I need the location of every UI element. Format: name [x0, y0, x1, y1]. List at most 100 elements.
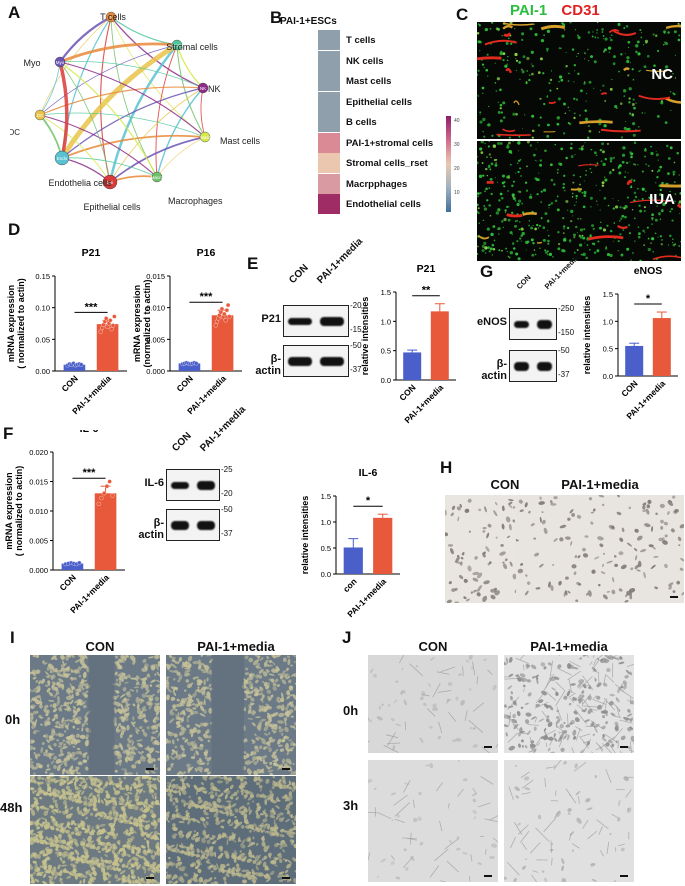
cell	[124, 793, 129, 796]
cell	[245, 869, 250, 874]
if-dot	[540, 39, 545, 43]
cell	[264, 723, 268, 725]
cell	[108, 822, 115, 828]
cell	[234, 840, 237, 843]
cell	[36, 805, 40, 813]
y-tick-label: 0.010	[29, 507, 48, 516]
cell	[80, 702, 83, 706]
scale-bar	[282, 768, 290, 770]
cell	[142, 831, 147, 836]
cell	[75, 766, 80, 770]
tube-segment	[472, 661, 476, 676]
cell	[203, 679, 206, 686]
cell	[55, 846, 59, 851]
cell	[150, 736, 157, 740]
if-dot	[534, 227, 537, 231]
cell	[267, 732, 271, 735]
cell	[44, 684, 49, 687]
cell	[157, 757, 160, 761]
cell	[205, 853, 209, 860]
if-dot	[643, 210, 646, 213]
cell	[138, 726, 143, 729]
cell	[130, 875, 136, 880]
cell	[54, 802, 59, 809]
network-edge	[39, 112, 206, 138]
cell	[272, 776, 276, 779]
tube-segment	[544, 777, 547, 788]
cell	[85, 843, 90, 848]
cell	[69, 798, 73, 801]
cell	[472, 744, 478, 748]
tube-segment	[600, 850, 605, 857]
cell	[200, 849, 203, 854]
cell	[53, 743, 57, 747]
cell	[89, 873, 93, 878]
cell	[109, 800, 113, 803]
cell	[35, 834, 39, 838]
cell	[196, 837, 201, 842]
if-vessel	[578, 164, 599, 167]
tube-segment	[543, 817, 557, 833]
cell	[522, 744, 524, 749]
cell	[166, 694, 170, 701]
if-dot	[573, 64, 577, 67]
if-dot	[511, 184, 514, 188]
cell	[131, 746, 136, 750]
j-row-0h: 0h	[343, 703, 359, 718]
cell	[390, 717, 395, 722]
if-dot	[565, 199, 569, 204]
y-axis-label: mRNA expression( normalized to actin)	[6, 278, 26, 369]
x-tick-label-group: CON	[59, 373, 79, 393]
cell	[139, 701, 143, 704]
cell	[255, 865, 259, 871]
cell	[642, 509, 646, 513]
if-dot	[562, 23, 566, 27]
cell	[155, 710, 160, 715]
if-dot	[539, 57, 543, 61]
tube-segment	[595, 741, 611, 751]
cell	[198, 659, 201, 663]
cell	[209, 851, 215, 857]
cell	[98, 797, 101, 803]
if-dot	[571, 192, 574, 195]
cell	[251, 879, 257, 883]
cell	[131, 879, 135, 884]
if-dot	[625, 161, 629, 165]
tube-segment	[575, 726, 583, 732]
cell	[173, 678, 176, 681]
cell	[576, 514, 582, 519]
cell	[148, 703, 153, 710]
tube-segment	[557, 668, 572, 676]
cell	[126, 839, 130, 844]
cell	[258, 724, 262, 732]
j-image-con-0h	[368, 655, 498, 753]
if-vessel	[623, 67, 630, 72]
if-dot	[627, 46, 630, 49]
cell	[30, 820, 36, 826]
cell	[259, 859, 262, 864]
if-dot	[571, 196, 574, 198]
network-edge	[61, 157, 158, 178]
cell	[46, 784, 50, 787]
cell	[271, 785, 276, 790]
cell	[248, 809, 252, 815]
if-vessel	[522, 211, 538, 216]
cell	[197, 686, 200, 689]
heatmap-row-label: T cells	[346, 35, 376, 46]
cell	[262, 758, 266, 765]
cell	[127, 792, 133, 795]
cell	[123, 698, 130, 703]
cell	[546, 715, 550, 718]
cell	[71, 769, 75, 775]
if-dot	[625, 121, 627, 123]
cell	[234, 808, 239, 813]
cell	[199, 722, 206, 727]
cell	[559, 524, 567, 529]
cell	[293, 878, 296, 884]
if-dot	[632, 98, 635, 101]
cell	[194, 723, 201, 728]
i-image-pai1-0h	[166, 655, 296, 775]
cell	[251, 868, 254, 873]
cell	[191, 692, 197, 698]
cell	[73, 823, 77, 826]
